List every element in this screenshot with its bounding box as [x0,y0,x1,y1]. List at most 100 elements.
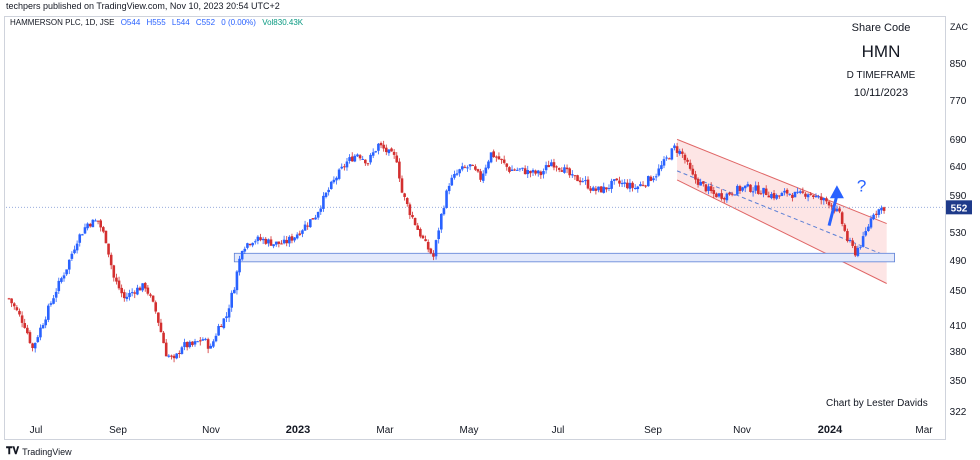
candle-body [60,278,63,282]
candle-body [599,186,603,193]
candle-body [264,238,268,244]
candle-body [91,219,95,228]
candle-body [340,166,344,169]
candle-body [722,198,726,200]
candle-body [246,243,249,248]
candle-body [104,230,108,244]
candle-body [641,184,645,186]
candle-body [853,246,857,256]
ohlc-high: H555 [146,18,166,27]
x-tick-label: Jul [552,425,565,436]
candle-body [531,169,535,173]
candle-body [772,193,776,199]
candle-body [660,165,663,170]
candle-body [130,292,134,294]
candle-body [770,194,773,199]
candle-body [185,341,189,348]
candle-body [576,175,579,182]
footer-brand[interactable]: TradingView [22,446,72,457]
candle-body [290,236,294,241]
candle-body [508,167,511,172]
candle-body [474,166,477,170]
candle-body [222,318,226,328]
candle-body [867,226,870,231]
candle-body [379,142,383,146]
candle-body [877,209,881,215]
candle-body [468,164,472,167]
candle-body [851,240,854,246]
candle-body [691,168,695,175]
candle-body [793,191,797,198]
candle-body [445,190,448,208]
ohlc-low: L544 [171,18,190,27]
candle-body [75,243,79,251]
candle-body [65,269,68,275]
candle-body [460,166,464,170]
y-tick-label: 690 [950,135,967,146]
candle-body [120,287,123,294]
candle-body [615,178,619,181]
candle-body [487,161,490,169]
candle-body [44,319,47,326]
candle-body [398,161,401,179]
candle-body [20,315,24,323]
candle-body [518,168,522,170]
candle-body [62,275,66,279]
candle-body [115,277,118,282]
candle-body [859,246,862,248]
x-tick-label: Jul [30,425,43,436]
candle-body [319,208,323,212]
candle-body [809,193,813,195]
candle-body [683,154,687,161]
candle-body [746,184,750,187]
candle-body [172,355,176,359]
candle-body [636,186,640,190]
candle-body [272,244,275,247]
candle-body [78,234,82,243]
candle-body [230,292,233,308]
candle-body [395,155,399,163]
candle-body [382,144,385,149]
y-tick-label: 590 [950,191,967,202]
channel-midline [676,170,887,257]
candle-body [843,224,847,231]
candle-body [547,165,551,168]
symbol-legend: HAMMERSON PLC, 1D, JSE O544 H555 L544 C5… [10,18,307,27]
candle-body [180,347,184,354]
candle-body [597,186,600,191]
candle-body [198,340,202,342]
candle-body [550,162,553,167]
candle-body [612,179,616,181]
candle-body [510,169,514,172]
candle-body [204,338,207,340]
candle-body [471,164,475,166]
candle-body [762,187,765,194]
candle-body [526,170,530,175]
candle-body [505,163,509,167]
candle-body [201,339,205,341]
candle-body [167,355,171,357]
candle-body [149,294,152,296]
x-tick-label: Nov [733,425,751,436]
candle-body [578,180,582,183]
candle-body [303,224,307,231]
candle-body [618,180,621,184]
candle-body [256,236,260,241]
timeframe-label: D TIMEFRAME [846,70,916,81]
candle-body [151,295,155,302]
candle-body [534,170,537,174]
candle-body [565,167,569,170]
candle-body [49,303,53,305]
candle-body [125,296,129,300]
candle-body [796,191,799,193]
candle-body [675,146,679,153]
candle-body [206,339,210,349]
candle-body [702,181,705,184]
candle-body [610,180,613,189]
candle-body [54,291,58,298]
candle-body [73,249,76,254]
candle-body [581,181,585,183]
candle-body [141,283,144,291]
share-code-label: Share Code [851,22,911,34]
